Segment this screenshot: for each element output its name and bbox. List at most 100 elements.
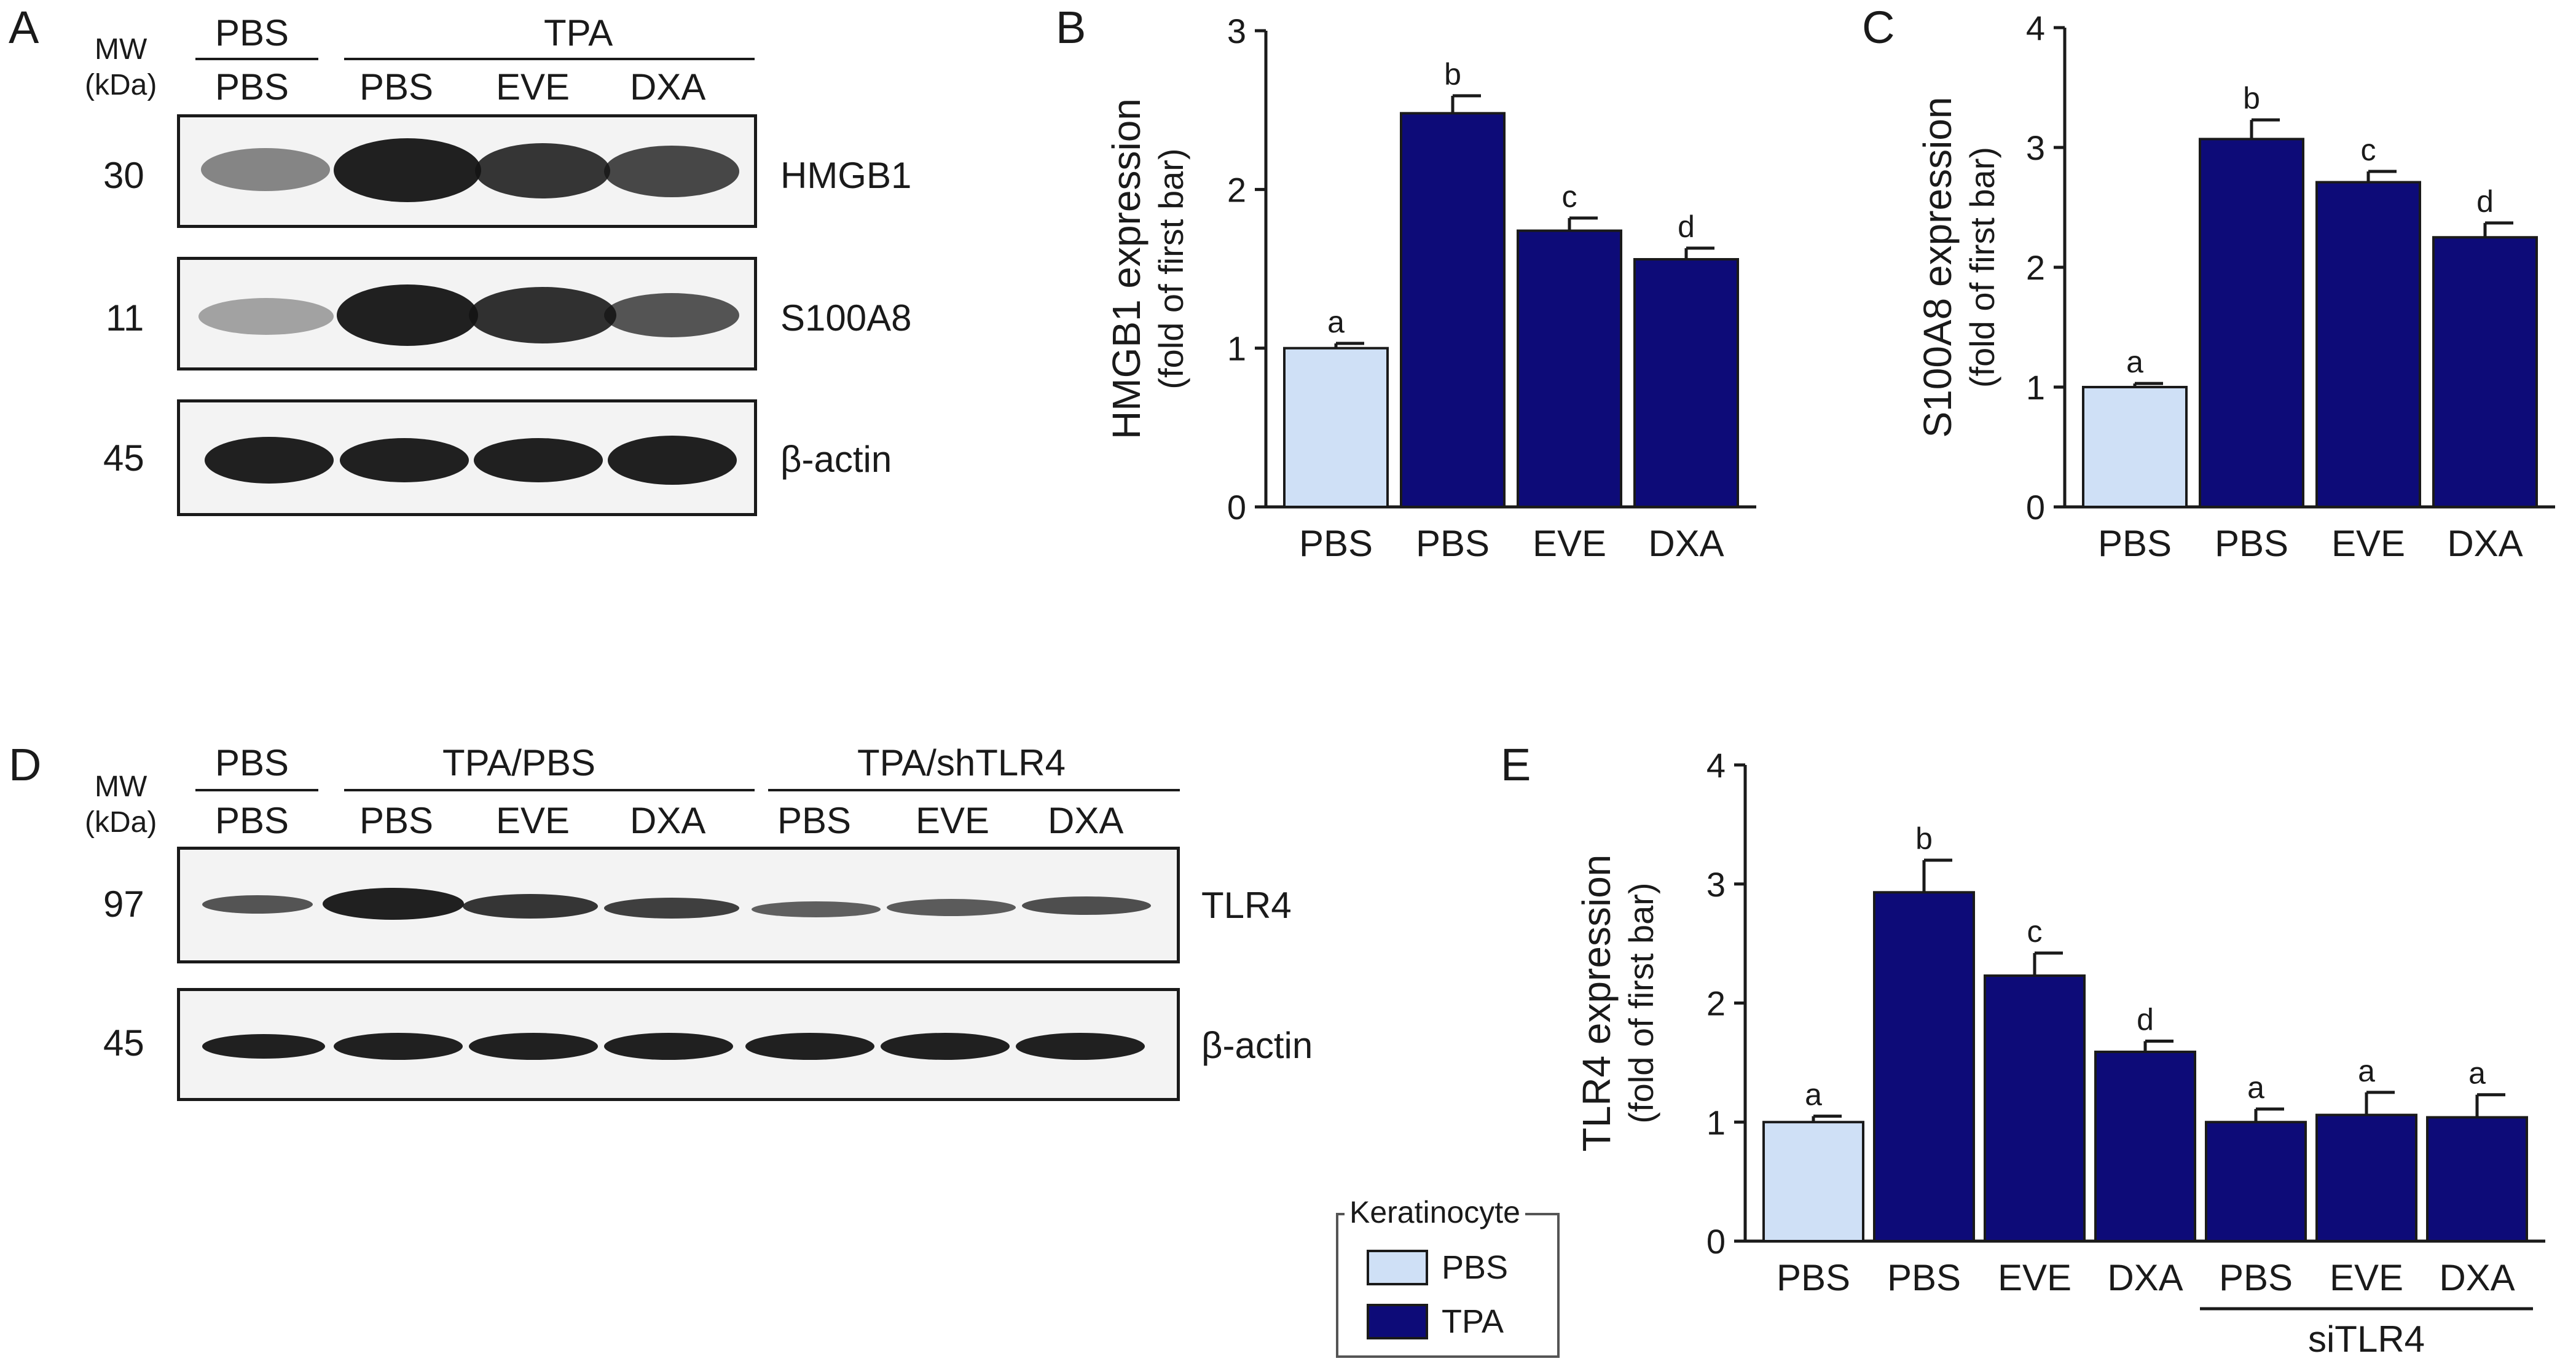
mw-value: 30 [103, 155, 144, 196]
lane-label: DXA [1048, 800, 1124, 841]
y-tick-label-c: 2 [2026, 248, 2045, 287]
y-tick-label-b: 3 [1227, 12, 1246, 50]
mw-label: MW [95, 33, 147, 66]
y-tick-label-c: 3 [2026, 128, 2045, 167]
legend-title: Keratinocyte [1345, 1197, 1525, 1228]
y-tick-label-b: 2 [1227, 170, 1246, 209]
x-tick-label-b: DXA [1648, 523, 1724, 564]
band [604, 293, 739, 337]
y-tick-label-e: 1 [1706, 1103, 1726, 1142]
band [337, 284, 478, 346]
band [604, 1033, 733, 1060]
significance-letter-b: c [1562, 179, 1577, 214]
mw-unit: (kDa) [85, 806, 157, 839]
lane-label: EVE [496, 800, 570, 841]
group-rule [768, 789, 1180, 791]
bar-b [1633, 258, 1739, 508]
group-rule [344, 789, 755, 791]
significance-letter-c: c [2361, 133, 2376, 167]
group-rule [195, 58, 318, 60]
group-label-pbs: PBS [215, 12, 289, 53]
x-tick-label-e: PBS [2219, 1257, 2293, 1298]
band [469, 1033, 598, 1060]
significance-letter-b: b [1444, 57, 1461, 92]
bar-c [2199, 138, 2304, 509]
lane-label: PBS [215, 800, 289, 841]
band [604, 146, 739, 197]
mw-unit: (kDa) [85, 68, 157, 101]
legend-swatch-pbs [1367, 1250, 1428, 1285]
bracket-label-e: siTLR4 [2308, 1319, 2425, 1360]
band [198, 298, 334, 335]
blot-row-label: β-actin [780, 439, 892, 480]
band [463, 894, 598, 919]
legend: Keratinocyte PBS TPA [1336, 1197, 1560, 1358]
mw-value: 97 [103, 884, 144, 925]
band [340, 438, 469, 482]
band [474, 438, 603, 482]
x-tick-label-e: EVE [1998, 1257, 2071, 1298]
x-tick-label-c: PBS [2215, 523, 2288, 564]
band [608, 436, 737, 485]
y-axis-subtitle-b: (fold of first bar) [1152, 148, 1190, 389]
mw-value: 11 [106, 297, 144, 339]
band [202, 895, 313, 914]
band [202, 1034, 325, 1059]
band [604, 898, 739, 919]
blot-hmgb1 [177, 114, 757, 228]
blot-row-label: β-actin [1201, 1025, 1313, 1066]
mw-header: MW (kDa) [85, 32, 157, 103]
group-label-tpa-pbs: TPA/PBS [442, 742, 595, 783]
y-tick-label-c: 4 [2026, 9, 2045, 47]
bar-b [1283, 347, 1389, 509]
blot-row-label: S100A8 [780, 297, 912, 339]
bar-e [2426, 1116, 2528, 1242]
lane-label: PBS [359, 66, 434, 108]
blot-row-label: TLR4 [1201, 885, 1292, 926]
y-axis-subtitle-c: (fold of first bar) [1963, 147, 2001, 388]
lane-label: EVE [496, 66, 570, 108]
y-tick-label-e: 3 [1706, 865, 1726, 904]
band [334, 138, 481, 202]
significance-letter-c: a [2126, 345, 2143, 379]
bar-b [1400, 112, 1506, 509]
x-tick-label-e: EVE [2330, 1257, 2403, 1298]
x-tick-label-c: DXA [2447, 523, 2523, 564]
x-tick-label-b: PBS [1299, 523, 1373, 564]
blot-tlr4 [177, 847, 1180, 963]
band [881, 1033, 1010, 1060]
y-tick-label-e: 4 [1706, 746, 1726, 785]
bar-c [2082, 386, 2188, 508]
bar-e [2315, 1113, 2417, 1242]
significance-letter-e: c [2027, 914, 2043, 949]
x-tick-label-b: EVE [1533, 523, 1606, 564]
y-tick-label-e: 0 [1706, 1222, 1726, 1261]
panel-letter-e: E [1501, 739, 1531, 790]
lane-label: PBS [359, 800, 434, 841]
significance-letter-e: a [2247, 1070, 2264, 1105]
y-tick-label-e: 2 [1706, 984, 1726, 1023]
significance-letter-c: d [2476, 184, 2494, 219]
significance-letter-e: a [2468, 1056, 2486, 1091]
lane-label: PBS [215, 66, 289, 108]
bar-b [1517, 229, 1622, 508]
lane-label: PBS [777, 800, 852, 841]
lane-label: EVE [916, 800, 990, 841]
legend-swatch-tpa [1367, 1304, 1428, 1339]
blot-row-label: HMGB1 [780, 155, 912, 196]
legend-label-tpa: TPA [1442, 1303, 1504, 1340]
mw-header: MW (kDa) [85, 769, 157, 840]
band [201, 148, 330, 191]
bar-c [2315, 181, 2421, 508]
lane-label: DXA [630, 800, 706, 841]
lane-label: DXA [630, 66, 706, 108]
significance-letter-e: a [1805, 1078, 1822, 1112]
bar-e [2205, 1121, 2307, 1242]
mw-label: MW [95, 770, 147, 803]
significance-letter-c: b [2243, 81, 2260, 116]
x-tick-label-c: PBS [2098, 523, 2172, 564]
band [745, 1033, 874, 1060]
mw-value: 45 [103, 437, 144, 479]
significance-letter-e: a [2358, 1054, 2375, 1088]
